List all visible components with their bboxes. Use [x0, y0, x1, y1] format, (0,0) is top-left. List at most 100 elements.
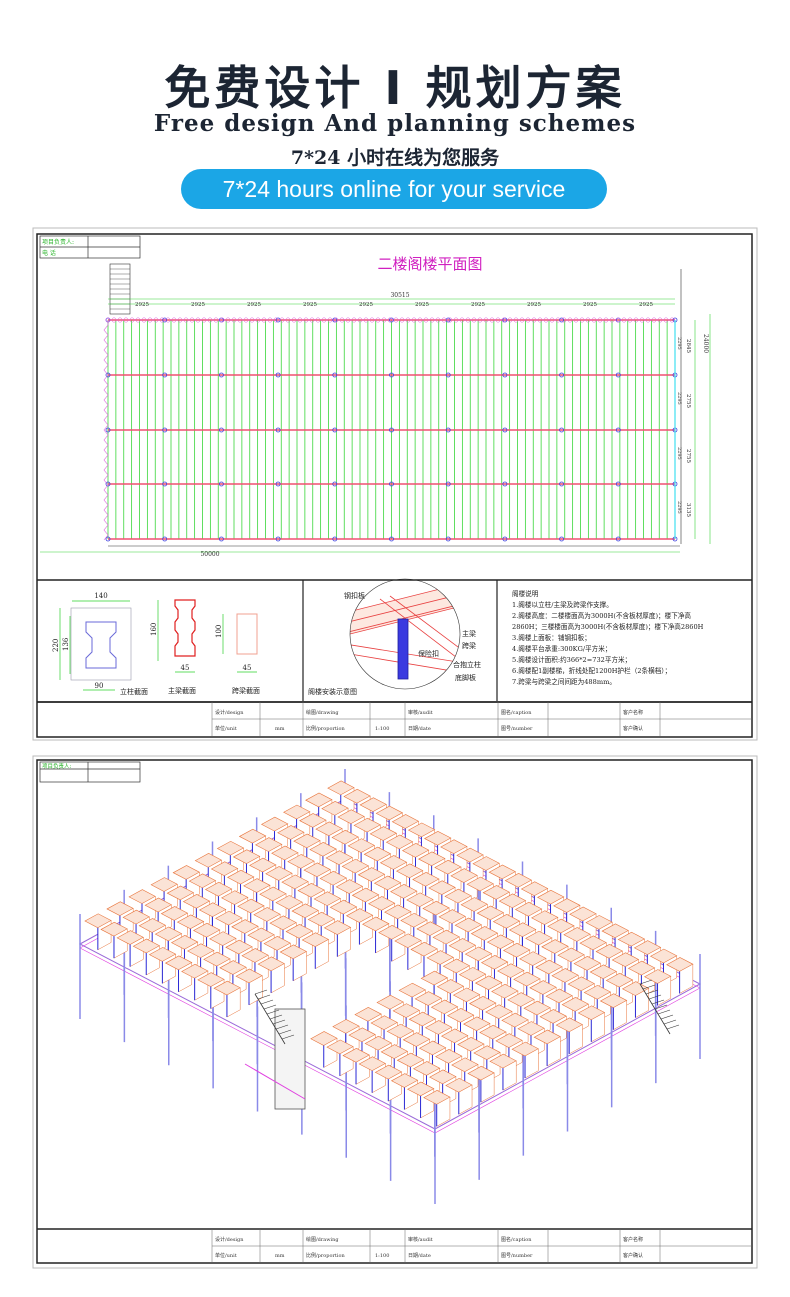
- column: [615, 427, 621, 433]
- title-block: 设计/design 绘图/drawing 审核/audit 图名/caption 客户名…: [37, 701, 752, 736]
- column: [445, 427, 451, 433]
- title-block-caption: 图名/caption: [501, 1236, 532, 1243]
- column: [502, 536, 508, 542]
- title-block-design: 设计/design: [215, 1236, 244, 1243]
- dim-right-total: 24000: [702, 334, 709, 353]
- title-block-proportion-value: 1:100: [375, 1253, 389, 1259]
- plan-grid: [40, 263, 711, 553]
- column-label: 立柱截面: [120, 687, 148, 696]
- dim-right-inner: 2295: [676, 337, 682, 350]
- column: [615, 536, 621, 542]
- column: [502, 372, 508, 378]
- column: [559, 536, 564, 542]
- column-dim-h-outer: 220: [52, 639, 60, 652]
- plan-drawing: 项目负责人: 电 话 二楼阁楼平面图 30515 2925 2925 2925 292…: [32, 227, 758, 741]
- title-block: 设计/design 绘图/drawing 审核/audit 图名/caption 客户名…: [37, 1228, 752, 1263]
- column: [615, 481, 621, 487]
- title-block-caption: 图名/caption: [501, 709, 532, 716]
- column: [105, 427, 111, 433]
- title-block-unit: 单位/unit: [215, 1252, 237, 1259]
- column: [389, 427, 394, 433]
- column: [502, 481, 508, 487]
- title-block-number: 图号/number: [501, 726, 533, 732]
- dim-top-span: 2925: [191, 302, 205, 308]
- service-cn: 7*24 小时在线为您服务: [290, 147, 500, 169]
- staircase: [254, 989, 295, 1045]
- note-line: 1.阁楼以立柱/主梁及跨梁作支撑。: [512, 600, 613, 609]
- plan-title: 二楼阁楼平面图: [377, 255, 482, 273]
- callout-span-beam: 跨梁: [462, 641, 476, 650]
- headline-en: Free design And planning schemes: [153, 110, 637, 137]
- column: [389, 536, 394, 542]
- column: [275, 372, 281, 378]
- span-beam-label: 跨梁截面: [232, 686, 260, 695]
- notes-heading: 阁楼说明: [512, 589, 539, 598]
- column-section: 140 220 136 90 立柱截面: [52, 592, 148, 696]
- callout-base-plate: 底脚板: [455, 673, 476, 682]
- corner-label-1: 项目负责人:: [42, 238, 74, 246]
- note-line: 4.阁楼平台承重:300KG/平方米；: [512, 644, 611, 653]
- column: [275, 427, 281, 433]
- title-block-proportion-value: 1:100: [375, 726, 389, 732]
- column: [502, 427, 508, 433]
- title-block-client-name: 客户名称: [623, 1236, 643, 1243]
- column: [445, 372, 451, 378]
- column: [332, 427, 338, 433]
- column: [389, 317, 394, 323]
- column: [218, 481, 224, 487]
- dim-right-span: 2845: [685, 339, 691, 353]
- corner-label-2: 电 话: [42, 249, 56, 257]
- install-label: 阁楼安装示意图: [308, 687, 357, 696]
- column: [389, 481, 394, 487]
- dim-top-span: 2925: [135, 302, 149, 308]
- column: [445, 481, 451, 487]
- service-pill: 7*24 hours online for your service: [181, 169, 607, 209]
- corner-box: 项目负责人: 电 话: [39, 235, 141, 259]
- dim-top-span: 2925: [583, 302, 597, 308]
- dim-top-span: 2925: [303, 302, 317, 308]
- column: [559, 481, 564, 487]
- title-block-design: 设计/design: [215, 709, 244, 716]
- callout-safety-clip: 保险扣: [418, 649, 439, 658]
- headline-cn: 免费设计 I 规划方案: [164, 61, 626, 115]
- main-beam-dim-h: 160: [150, 623, 158, 636]
- dim-right-span: 2755: [685, 394, 691, 408]
- corner-box: 项目负责人:: [39, 761, 141, 783]
- callout-main-beam: 主梁: [462, 629, 476, 638]
- span-beam-section: 100 45 跨梁截面: [215, 613, 260, 695]
- title-block-proportion: 比例/proportion: [306, 725, 346, 732]
- column: [275, 481, 281, 487]
- isometric-drawing: 项目负责人: 设计/design 绘图/drawing 审核/audit 图名/cap…: [32, 755, 758, 1269]
- column: [218, 372, 224, 378]
- dim-top-total: 30515: [390, 292, 409, 299]
- column-dim-base: 90: [95, 682, 104, 690]
- span-beam-dim-h: 100: [215, 625, 223, 638]
- main-beam-label: 主梁截面: [168, 686, 196, 695]
- title-block-client-confirm: 客户确认: [623, 725, 643, 732]
- column: [445, 536, 451, 542]
- note-line: 3.阁楼上面板：铺钢扣板；: [512, 633, 591, 642]
- main-beam-section: 160 45 主梁截面: [150, 599, 196, 695]
- title-block-audit: 审核/audit: [408, 1236, 433, 1243]
- column: [218, 536, 224, 542]
- title-block-drawing: 绘图/drawing: [306, 1236, 339, 1243]
- dim-right-span: 3135: [685, 503, 691, 517]
- title-block-number: 图号/number: [501, 1253, 533, 1259]
- note-line: 7.跨梁与跨梁之间间距为488mm。: [512, 677, 616, 686]
- title-block-proportion: 比例/proportion: [306, 1252, 346, 1259]
- dim-top-span: 2925: [471, 302, 485, 308]
- note-line: 2.阁楼高度：二楼楼面高为3000H(不含板材厚度)；楼下净高: [512, 611, 691, 620]
- column: [105, 372, 111, 378]
- title-block-client-confirm: 客户确认: [623, 1252, 643, 1259]
- column-dim-h-inner: 136: [62, 637, 70, 651]
- title-block-date: 日期/date: [408, 726, 431, 732]
- column: [162, 372, 168, 378]
- notes: 阁楼说明 1.阁楼以立柱/主梁及跨梁作支撑。 2.阁楼高度：二楼楼面高为3000…: [512, 589, 704, 686]
- callout-steel-deck: 钢扣板: [344, 591, 365, 600]
- column: [275, 536, 281, 542]
- title-block-unit-value: mm: [275, 1253, 285, 1259]
- column: [332, 481, 338, 487]
- staircase: [639, 979, 680, 1035]
- column: [218, 427, 224, 433]
